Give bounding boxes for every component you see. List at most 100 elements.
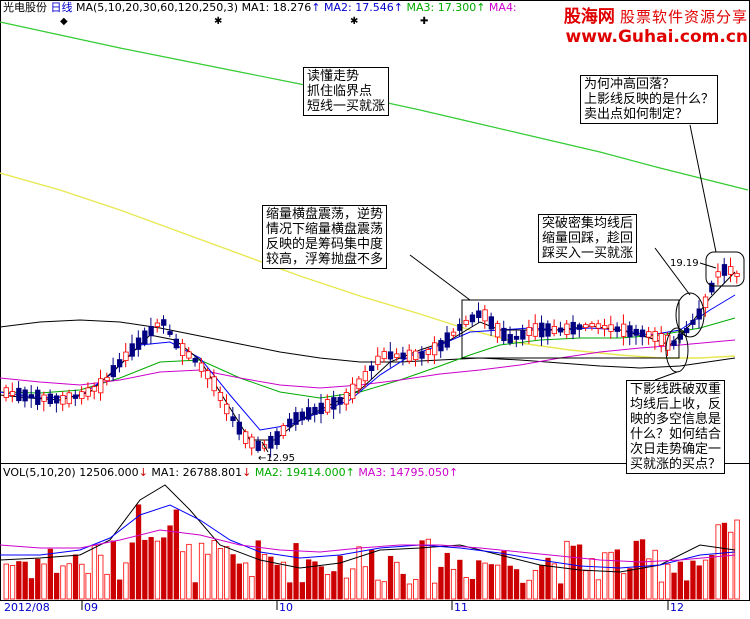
candle-body — [558, 327, 564, 333]
vol-value: 12506.000 — [79, 466, 139, 479]
note5-line: 下影线跌破双重 — [630, 382, 722, 397]
date-label-nov: 11 — [454, 601, 468, 614]
date-label-dec: 12 — [670, 601, 684, 614]
candle-body — [463, 320, 469, 325]
candle-body — [41, 394, 47, 402]
volume-bar — [425, 538, 432, 600]
volume-bar — [381, 581, 387, 600]
candle-body — [293, 412, 299, 425]
volume-bar — [728, 531, 734, 600]
candle-body — [677, 334, 683, 340]
vol-params: VOL(5,10,20) — [3, 466, 76, 479]
volume-bar — [205, 553, 211, 600]
note-breakout: 突破密集均线后 缩量回踩，趁回 踩买入一买就涨 — [538, 214, 638, 263]
candle-body — [91, 386, 98, 392]
candle-body — [576, 324, 583, 330]
volume-bar — [526, 579, 532, 600]
volume-bar — [438, 566, 444, 600]
volume-bar — [167, 525, 173, 600]
ma3-label: MA3: — [406, 1, 435, 14]
candle-body — [179, 343, 186, 356]
volume-bar — [368, 549, 375, 600]
volume-bar — [671, 572, 677, 600]
volume-bar — [709, 554, 715, 600]
volume-bar — [179, 551, 186, 600]
note-pullback-question: 为何冲高回落？ 上影线反映的是什么？ 卖出点如何制定？ — [580, 75, 719, 124]
candle-body — [476, 310, 482, 319]
note4-line: 踩买入一买就涨 — [542, 246, 634, 261]
candle-body — [469, 314, 476, 323]
volume-bar — [135, 504, 142, 600]
candle-body — [488, 316, 495, 330]
breakout-ellipse — [675, 292, 705, 338]
candle-body — [652, 331, 658, 342]
volume-bar — [583, 570, 589, 600]
period-label[interactable]: 日线 — [50, 1, 73, 14]
volume-bar — [602, 552, 608, 600]
volume-bar — [161, 537, 167, 600]
candle-body — [205, 370, 211, 380]
candle-body — [312, 406, 318, 415]
volume-bar — [98, 554, 104, 600]
volume-bar — [217, 548, 224, 600]
volume-bar — [564, 540, 570, 600]
volume-bar — [558, 583, 564, 600]
volume-bar — [494, 564, 501, 600]
low-pointer — [261, 441, 269, 453]
candle-body — [621, 323, 627, 337]
ma-params: MA(5,10,20,30,60,120,250,3) — [76, 1, 239, 14]
volume-bar — [702, 559, 709, 600]
vol-ma3-arrow: ↑ — [449, 466, 459, 479]
volume-bar — [621, 573, 627, 600]
volume-bar — [684, 580, 690, 600]
candle-body — [9, 391, 16, 396]
candle-body — [343, 392, 350, 405]
candle-body — [684, 328, 690, 334]
ma3-green-line — [0, 317, 736, 399]
note2-line: 情况下缩量横盘震荡 — [266, 222, 384, 237]
volume-bar — [375, 579, 381, 600]
note-lower-shadow: 下影线跌破双重 均线后上收，反 映的多空信息是 什么？如何结合 次日走势确定一 … — [626, 380, 726, 474]
event-markers: ◆ ✱ ✱ ✚ — [60, 16, 428, 27]
vol-ma3-line — [0, 529, 736, 563]
note2-line: 较高，浮筹抛盘不多 — [266, 252, 384, 267]
candle-body — [633, 328, 639, 336]
note3-line: 上影线反映的是什么？ — [584, 92, 715, 107]
candlestick-series — [3, 257, 740, 458]
candle-body — [413, 350, 419, 360]
volume-bar — [627, 568, 633, 600]
candle-body — [186, 351, 192, 359]
vol-ma1-line — [0, 484, 736, 573]
note3-pointer — [689, 124, 717, 253]
candle-body — [356, 378, 362, 390]
volume-bar — [274, 564, 280, 600]
vol-ma1-arrow: ↓ — [242, 466, 252, 479]
svg-text:✚: ✚ — [420, 16, 428, 27]
volume-bar — [186, 543, 192, 600]
volume-bar — [520, 582, 526, 600]
candle-body — [564, 323, 570, 335]
note5-pointer — [654, 371, 678, 381]
candle-body — [444, 332, 450, 348]
high-price-label: 19.19 — [670, 257, 699, 271]
note-consolidation: 缩量横盘震荡，逆势 情况下缩量横盘震荡 反映的是筹码集中度 较高，浮筹抛盘不多 — [262, 205, 388, 269]
volume-bar — [9, 565, 16, 600]
candle-body — [211, 376, 217, 392]
volume-bar — [482, 562, 488, 600]
vol-ma1-value: 26788.801 — [182, 466, 243, 479]
volume-bar — [639, 539, 646, 600]
volume-bar — [400, 573, 406, 600]
candle-body — [425, 349, 432, 355]
note2-line: 缩量横盘震荡，逆势 — [266, 207, 384, 222]
volume-bar — [47, 548, 53, 600]
candle-body — [299, 411, 306, 421]
volume-bar — [249, 576, 255, 600]
volume-bar — [488, 564, 495, 600]
candle-body — [551, 326, 557, 334]
vol-ma3-label: MA3: — [358, 466, 387, 479]
candle-body — [161, 319, 167, 326]
svg-text:✱: ✱ — [214, 16, 222, 27]
volume-bar — [110, 540, 116, 600]
candle-body — [66, 392, 72, 405]
candle-body — [690, 319, 696, 325]
